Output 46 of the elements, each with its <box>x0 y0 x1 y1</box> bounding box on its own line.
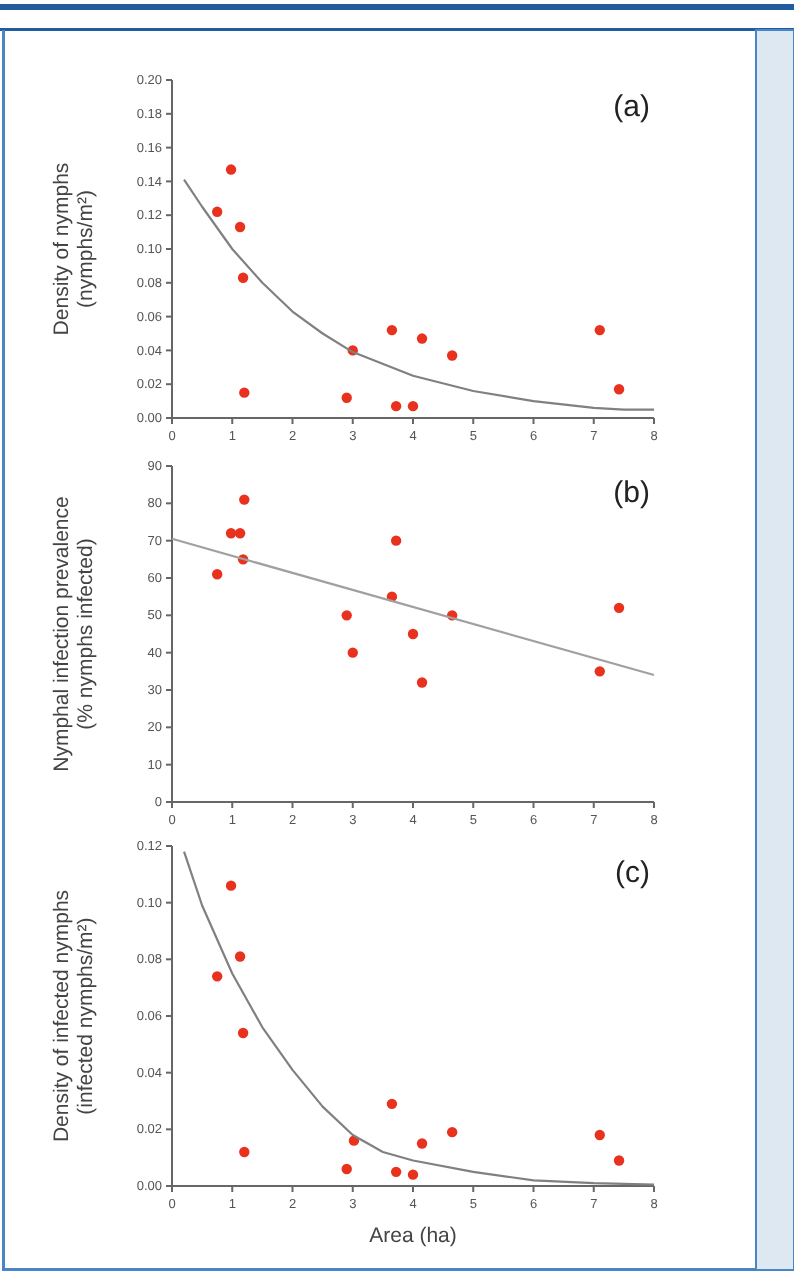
chart-title: (a) <box>613 90 650 124</box>
point <box>416 1138 428 1149</box>
point <box>446 1126 458 1138</box>
point <box>239 494 250 505</box>
point <box>211 971 223 982</box>
point <box>237 1027 249 1039</box>
point <box>416 677 428 688</box>
point <box>386 1098 398 1110</box>
point <box>211 569 223 580</box>
y-axis-title: Nymphal infection prevalence (% nymphs infected) <box>50 495 98 772</box>
point <box>225 528 237 539</box>
point <box>225 880 237 891</box>
point <box>237 272 249 283</box>
point <box>234 221 246 233</box>
chart-title: (b) <box>613 476 650 510</box>
y-axis-title: Density of infected nymphs (infected nymphs/m²) <box>50 889 98 1143</box>
point <box>234 951 246 962</box>
point <box>446 350 458 361</box>
point <box>341 392 352 403</box>
point <box>390 400 402 412</box>
chart-title: (c) <box>615 856 650 890</box>
point <box>341 1163 352 1175</box>
point <box>341 610 352 621</box>
point <box>239 387 250 398</box>
point <box>234 528 246 539</box>
point <box>225 164 237 175</box>
point <box>407 1169 419 1180</box>
point <box>594 666 605 677</box>
point <box>407 400 419 412</box>
point <box>347 647 358 658</box>
x-axis-title: Area (ha) <box>369 1224 457 1248</box>
point <box>613 384 625 395</box>
point <box>594 1129 605 1141</box>
point <box>239 1146 250 1158</box>
point <box>594 324 605 336</box>
point <box>390 535 402 546</box>
point <box>613 1155 625 1166</box>
line-series <box>182 850 656 1186</box>
line-series <box>182 178 656 411</box>
point <box>407 628 419 640</box>
point <box>613 602 625 614</box>
y-axis-title: Density of nymphs (nymphs/m²) <box>50 162 98 336</box>
point <box>386 324 398 336</box>
point <box>390 1166 402 1178</box>
point <box>211 206 223 218</box>
point <box>416 333 428 344</box>
